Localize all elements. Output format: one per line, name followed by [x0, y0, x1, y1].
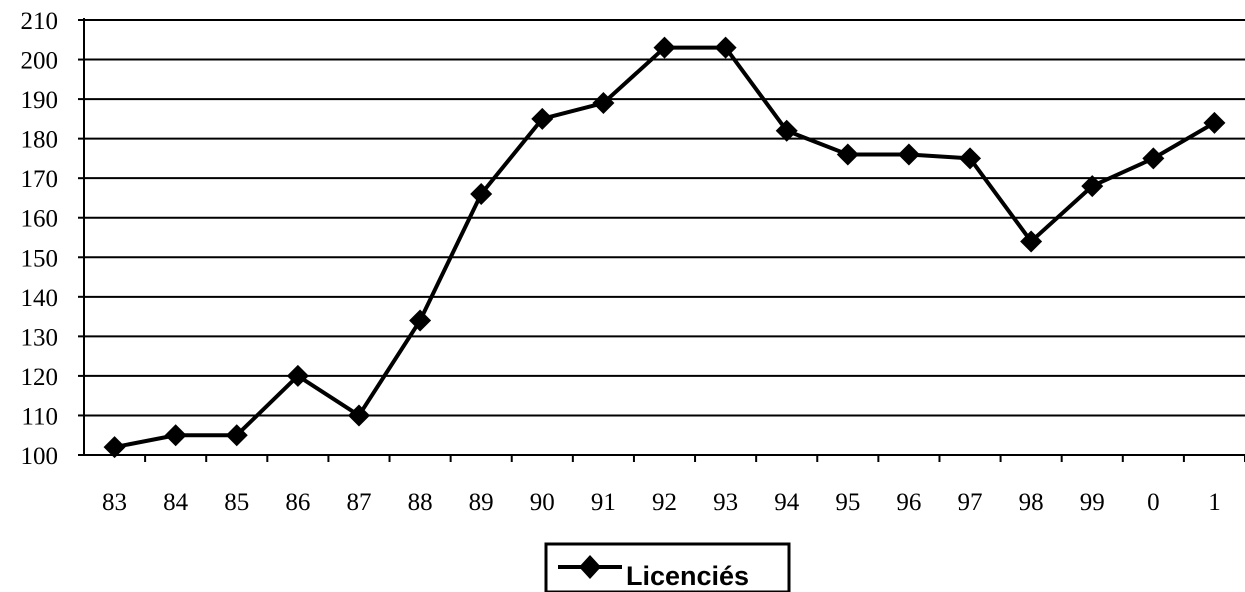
- x-tick-label: 1: [1208, 489, 1221, 516]
- x-tick-label: 91: [591, 489, 616, 516]
- y-tick-label: 130: [21, 324, 59, 351]
- y-tick-label: 190: [21, 87, 59, 114]
- data-point-marker: [714, 36, 737, 59]
- x-tick-label: 89: [469, 489, 494, 516]
- x-tick-label: 83: [102, 489, 127, 516]
- axes: [78, 18, 1245, 456]
- y-tick-label: 150: [21, 245, 59, 272]
- data-point-marker: [286, 364, 309, 387]
- data-point-marker: [347, 404, 370, 427]
- legend: Licenciés: [544, 542, 791, 592]
- series-line: [114, 45, 1216, 450]
- legend-diamond-marker: [579, 555, 601, 579]
- data-point-marker: [164, 424, 187, 447]
- x-tick-label: 96: [896, 489, 921, 516]
- x-tick-label: 87: [346, 489, 371, 516]
- y-tick-label: 100: [21, 443, 59, 470]
- data-point-marker: [592, 92, 615, 115]
- x-tick-label: 95: [835, 489, 860, 516]
- data-point-marker: [836, 143, 859, 166]
- y-tick-label: 160: [21, 206, 59, 233]
- data-point-marker: [1020, 230, 1043, 253]
- data-point-marker: [1081, 175, 1104, 198]
- legend-label: Licenciés: [626, 561, 749, 591]
- x-tick-label: 97: [958, 489, 983, 516]
- data-point-marker: [409, 309, 432, 332]
- x-tick-label: 99: [1080, 489, 1105, 516]
- data-point-marker: [1203, 111, 1226, 134]
- x-tick-label: 98: [1019, 489, 1044, 516]
- x-tick-label: 94: [774, 489, 800, 516]
- data-point-marker: [103, 436, 126, 459]
- y-tick-label: 120: [21, 364, 59, 391]
- x-tick-label: 85: [224, 489, 249, 516]
- x-tick-label: 84: [163, 489, 189, 516]
- y-tick-label: 210: [21, 8, 59, 35]
- data-point-marker: [653, 36, 676, 59]
- data-point-marker: [225, 424, 248, 447]
- y-tick-label: 140: [21, 285, 59, 312]
- data-point-marker: [897, 143, 920, 166]
- y-tick-label: 180: [21, 127, 59, 154]
- x-tick-label: 93: [713, 489, 738, 516]
- data-point-marker: [470, 183, 493, 205]
- y-tick-label: 110: [21, 403, 58, 430]
- series-licencies: [103, 36, 1226, 459]
- y-axis-tick-labels: 100 110 120 130 140 150 160 170 180 190 200 210: [21, 8, 84, 470]
- x-tick-label: 88: [408, 489, 433, 516]
- y-tick-label: 170: [21, 166, 59, 193]
- x-tick-label: 92: [652, 489, 677, 516]
- data-point-marker: [959, 147, 982, 170]
- data-point-marker: [775, 119, 798, 142]
- x-axis-tick-labels: 83 84 85 86 87 88 89 90 91 92 93 94 95 96 97 98 99 0 1: [102, 455, 1245, 516]
- data-point-marker: [1142, 147, 1165, 170]
- gridlines: [84, 19, 1245, 417]
- x-tick-label: 90: [530, 489, 555, 516]
- data-point-marker: [531, 107, 554, 130]
- y-tick-label: 200: [21, 48, 59, 75]
- x-tick-label: 86: [285, 489, 310, 516]
- x-tick-label: 0: [1147, 489, 1160, 516]
